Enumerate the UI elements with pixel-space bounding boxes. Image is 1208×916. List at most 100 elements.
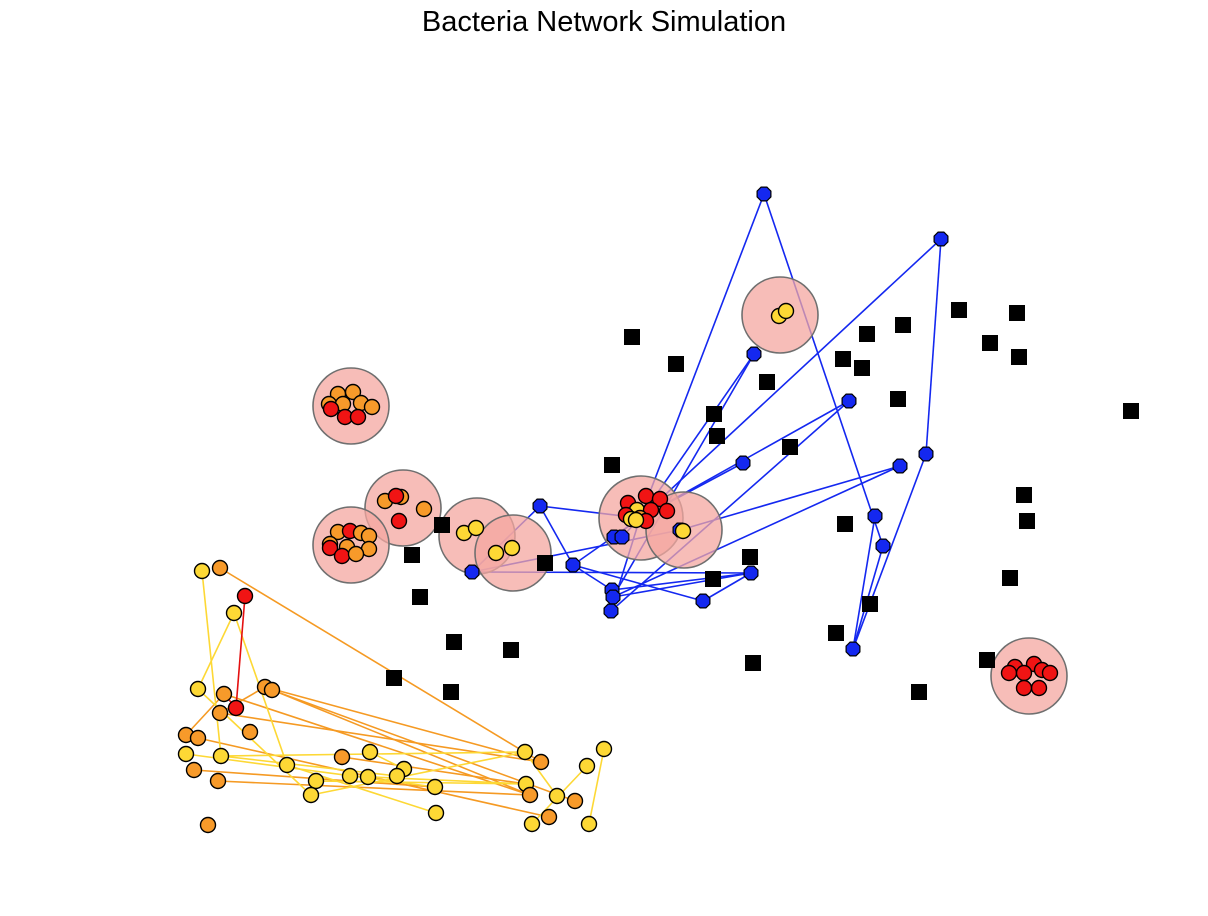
yellow-bacterium <box>426 778 444 796</box>
obstacle-square <box>1009 305 1025 321</box>
cluster-circle <box>312 367 390 445</box>
orange-bacterium <box>209 772 227 790</box>
obstacle-square <box>668 356 684 372</box>
yellow-bacterium <box>467 519 485 537</box>
obstacle-square <box>979 652 995 668</box>
obstacle-square <box>443 684 459 700</box>
yellow-bacterium <box>361 743 379 761</box>
orange-bacterium <box>189 729 207 747</box>
yellow-bacterium <box>359 768 377 786</box>
obstacle-square <box>537 555 553 571</box>
red-bacterium <box>651 490 669 508</box>
red-bacterium <box>637 487 655 505</box>
red-bacterium <box>236 587 254 605</box>
obstacle-square <box>742 549 758 565</box>
network-edge <box>217 780 531 796</box>
orange-bacterium <box>241 723 259 741</box>
network-edge <box>264 686 542 763</box>
blue-network-node <box>841 393 857 409</box>
obstacle-square <box>604 457 620 473</box>
red-bacterium <box>658 502 676 520</box>
obstacle-square <box>404 547 420 563</box>
network-edge <box>539 505 574 566</box>
red-bacterium <box>1041 664 1059 682</box>
orange-bacterium <box>185 761 203 779</box>
network-edge <box>223 693 531 796</box>
blue-network-node <box>614 529 630 545</box>
yellow-bacterium <box>595 740 613 758</box>
obstacle-square <box>624 329 640 345</box>
network-edge <box>201 570 222 757</box>
yellow-bacterium <box>548 787 566 805</box>
network-edge <box>639 193 765 519</box>
red-bacterium <box>333 547 351 565</box>
network-edge <box>264 686 531 796</box>
network-edge <box>639 238 942 519</box>
network-edge <box>610 400 850 612</box>
obstacles-layer <box>386 302 1139 700</box>
red-bacterium <box>1000 664 1018 682</box>
orange-bacterium <box>199 816 217 834</box>
blue-network-node <box>875 538 891 554</box>
red-bacterium <box>1015 664 1033 682</box>
blue-network-node <box>756 186 772 202</box>
network-edge <box>763 193 884 547</box>
network-edge <box>702 572 752 602</box>
blue-network-node <box>892 458 908 474</box>
red-bacterium <box>227 699 245 717</box>
network-edge <box>524 751 558 797</box>
blue-network-node <box>532 498 548 514</box>
obstacle-square <box>1019 513 1035 529</box>
network-edge <box>310 751 526 796</box>
blue-network-node <box>918 446 934 462</box>
network-edge <box>197 612 235 690</box>
yellow-bacterium <box>177 745 195 763</box>
obstacle-square <box>446 634 462 650</box>
yellow-bacterium <box>674 522 692 540</box>
blue-network-node <box>603 603 619 619</box>
yellow-bacterium <box>341 767 359 785</box>
blue-network-node <box>565 557 581 573</box>
obstacle-square <box>1123 403 1139 419</box>
obstacle-square <box>706 406 722 422</box>
orange-bacterium <box>521 786 539 804</box>
orange-bacterium <box>211 559 229 577</box>
network-edge <box>572 564 704 602</box>
yellow-bacterium <box>302 786 320 804</box>
network-edge <box>572 564 613 591</box>
orange-bacterium <box>532 753 550 771</box>
yellow-bacterium <box>516 743 534 761</box>
blue-network-node <box>605 589 621 605</box>
red-bacterium <box>1030 679 1048 697</box>
red-bacterium <box>321 539 339 557</box>
yellow-bacterium <box>278 756 296 774</box>
orange-bacterium <box>363 398 381 416</box>
network-edge <box>612 572 752 598</box>
network-edge <box>852 453 927 650</box>
network-edge <box>588 748 605 825</box>
clusters-layer <box>312 276 1068 715</box>
obstacle-square <box>709 428 725 444</box>
network-edge <box>219 567 542 763</box>
obstacle-square <box>386 670 402 686</box>
obstacle-square <box>837 516 853 532</box>
yellow-bacterium <box>503 539 521 557</box>
network-edge <box>235 595 246 709</box>
blue-network-node <box>743 565 759 581</box>
obstacle-square <box>911 684 927 700</box>
orange-bacterium <box>333 748 351 766</box>
yellow-bacterium <box>777 302 795 320</box>
yellow-bacterium <box>487 544 505 562</box>
orange-bacterium <box>344 383 362 401</box>
obstacle-square <box>951 302 967 318</box>
network-edge <box>611 572 752 591</box>
orange-bacterium <box>263 681 281 699</box>
orange-bacterium <box>347 545 365 563</box>
orange-bacterium <box>415 500 433 518</box>
red-bacterium <box>387 487 405 505</box>
yellow-bacterium <box>578 757 596 775</box>
yellow-bacterium <box>307 772 325 790</box>
obstacle-square <box>759 374 775 390</box>
red-bacterium <box>390 512 408 530</box>
page-title: Bacteria Network Simulation <box>421 6 787 38</box>
